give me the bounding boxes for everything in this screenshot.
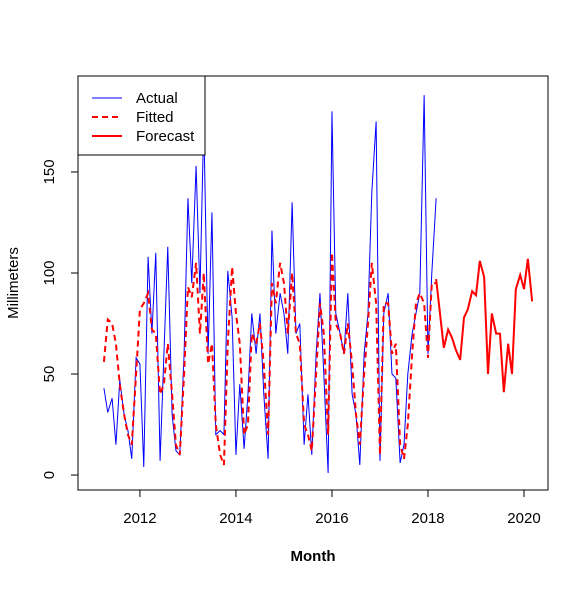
legend-box [77,75,206,156]
legend-label: Forecast [136,128,195,145]
x-tick-label: 2018 [411,510,444,527]
y-tick-label: 100 [41,260,58,285]
y-tick-label: 0 [41,471,58,479]
x-tick-label: 2016 [315,510,348,527]
x-axis-label: Month [291,548,336,565]
x-tick-label: 2014 [219,510,252,527]
x-tick-label: 2012 [123,510,156,527]
y-tick-label: 50 [41,366,58,383]
series-line [102,252,437,466]
legend-label: Actual [136,90,178,107]
legend-label: Fitted [136,109,174,126]
y-tick-label: 150 [41,159,58,184]
series-line [435,258,534,393]
x-tick-label: 2020 [507,510,540,527]
y-axis-label: Millimeters [5,247,22,319]
